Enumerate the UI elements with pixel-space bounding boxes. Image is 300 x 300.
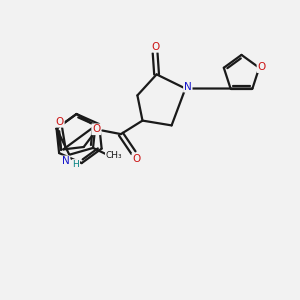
Text: H: H — [73, 160, 79, 169]
Text: O: O — [151, 42, 159, 52]
Text: O: O — [56, 117, 64, 127]
Text: O: O — [257, 62, 266, 72]
Text: CH₃: CH₃ — [106, 151, 122, 160]
Text: O: O — [132, 154, 141, 164]
Text: N: N — [62, 156, 70, 166]
Text: N: N — [184, 82, 192, 92]
Text: O: O — [92, 124, 100, 134]
